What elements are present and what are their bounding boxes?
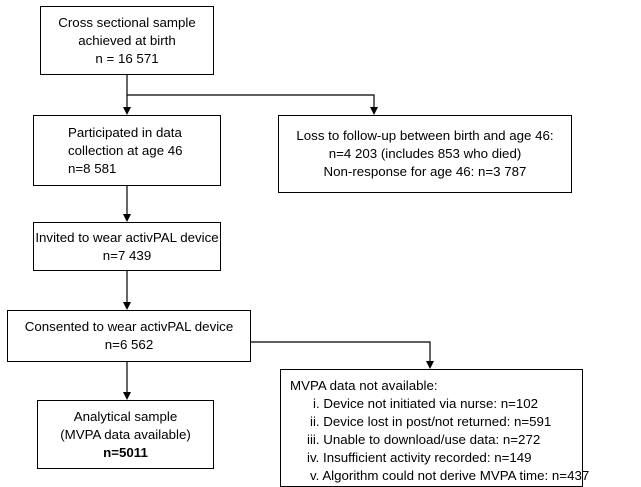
mvpa-reason-item: i. Device not initiated via nurse: n=102: [313, 396, 539, 411]
arrow-birth-to-loss: [127, 94, 378, 115]
box-loss-to-follow-up: Loss to follow-up between birth and age …: [278, 115, 572, 193]
analytical-sample-count: n=5011: [103, 444, 148, 460]
box-birth-sample: Cross sectional sample achieved at birth…: [40, 6, 214, 75]
arrow-consented-to-mvpa: [251, 341, 434, 369]
box-text-line: achieved at birth: [78, 32, 176, 48]
box-invited-activpal: Invited to wear activPAL device n=7 439: [33, 222, 221, 271]
mvpa-title: MVPA data not available:: [290, 378, 438, 393]
box-text-line: Participated in data: [68, 124, 182, 140]
box-text-line: Cross sectional sample: [58, 14, 196, 30]
mvpa-reason-item: iv. Insufficient activity recorded: n=14…: [307, 450, 532, 465]
box-age46-participation: Participated in data collection at age 4…: [33, 115, 221, 186]
box-text-line: Invited to wear activPAL device: [35, 229, 219, 245]
box-text-line: n = 16 571: [95, 50, 159, 66]
box-text-line: Loss to follow-up between birth and age …: [296, 128, 554, 143]
box-text-line: n=6 562: [104, 337, 154, 352]
box-analytical-sample: Analytical sample (MVPA data available) …: [37, 400, 214, 469]
box-text-line: Consented to wear activPAL device: [24, 319, 234, 334]
mvpa-reason-item: ii. Device lost in post/not returned: n=…: [310, 414, 552, 429]
box-text-line: (MVPA data available): [60, 426, 191, 442]
box-mvpa-not-available: MVPA data not available: i. Device not i…: [280, 369, 590, 487]
box-text-line: n=8 581: [68, 160, 117, 176]
box-text-line: Non-response for age 46: n=3 787: [323, 164, 527, 179]
mvpa-reason-item: iii. Unable to download/use data: n=272: [307, 432, 541, 447]
box-text-line: n=7 439: [102, 247, 152, 263]
box-text-line: collection at age 46: [68, 142, 183, 158]
box-text-line: Analytical sample: [73, 408, 178, 424]
mvpa-reason-item: v. Algorithm could not derive MVPA time:…: [310, 468, 590, 483]
box-text-line: n=4 203 (includes 853 who died): [328, 146, 522, 161]
box-consented-activpal: Consented to wear activPAL device n=6 56…: [7, 310, 251, 362]
